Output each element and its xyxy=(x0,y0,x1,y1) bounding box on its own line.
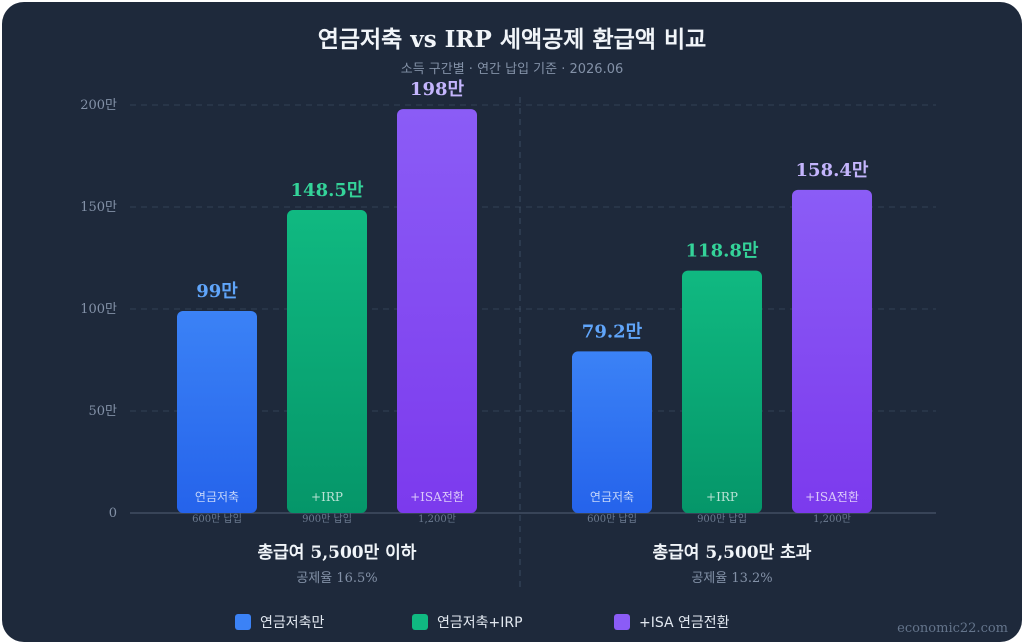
y-tick-label: 150만 xyxy=(80,200,117,215)
bar-value-label: 158.4만 xyxy=(796,160,869,181)
bar-irp xyxy=(682,270,762,513)
legend-item-isa: +ISA 연금전환 xyxy=(614,612,730,632)
legend-label-isa: +ISA 연금전환 xyxy=(639,615,730,631)
legend-swatch-irp xyxy=(412,614,428,630)
bar-name-label: 연금저축 xyxy=(195,490,239,504)
legend-item-savings: 연금저축만 xyxy=(235,612,324,632)
bar-value-label: 148.5만 xyxy=(291,180,364,201)
bar-value-label: 99만 xyxy=(196,281,238,302)
group-sublabel: 공제율 13.2% xyxy=(691,571,772,586)
watermark: economic22.com xyxy=(897,621,1008,636)
group-label: 총급여 5,500만 이하 xyxy=(258,543,417,563)
bar-value-label: 118.8만 xyxy=(686,241,759,262)
bar-value-label: 79.2만 xyxy=(582,321,643,342)
bar-name-label: +IRP xyxy=(311,490,343,504)
legend-swatch-isa xyxy=(614,614,630,630)
bar-savings xyxy=(572,351,652,513)
bar-savings xyxy=(177,311,257,513)
bar-note-label: 1,200만 xyxy=(813,513,851,525)
bar-isa xyxy=(792,189,872,513)
y-tick-label: 100만 xyxy=(80,302,117,317)
y-tick-label: 0 xyxy=(109,506,117,521)
bar-note-label: 900만 납입 xyxy=(697,512,747,525)
y-tick-label: 200만 xyxy=(80,98,117,113)
bar-name-label: +ISA전환 xyxy=(805,490,859,504)
y-tick-label: 50만 xyxy=(88,404,117,419)
chart-title: 연금저축 vs IRP 세액공제 환급액 비교 xyxy=(317,26,707,53)
legend-item-irp: 연금저축+IRP xyxy=(412,612,523,632)
group-sublabel: 공제율 16.5% xyxy=(296,571,377,586)
bar-name-label: 연금저축 xyxy=(590,490,634,504)
legend-label-savings: 연금저축만 xyxy=(260,615,325,631)
bar-note-label: 600만 납입 xyxy=(192,512,242,525)
legend-swatch-savings xyxy=(235,614,251,630)
bar-note-label: 1,200만 xyxy=(418,513,456,525)
bar-note-label: 600만 납입 xyxy=(587,512,637,525)
legend-label-irp: 연금저축+IRP xyxy=(437,615,523,631)
bar-value-label: 198만 xyxy=(410,79,465,100)
bar-isa xyxy=(397,109,477,513)
bar-note-label: 900만 납입 xyxy=(302,512,352,525)
bar-name-label: +ISA전환 xyxy=(410,490,464,504)
bar-irp xyxy=(287,210,367,513)
group-label: 총급여 5,500만 초과 xyxy=(653,543,812,563)
chart-subtitle: 소득 구간별 · 연간 납입 기준 · 2026.06 xyxy=(400,62,624,77)
bar-name-label: +IRP xyxy=(706,490,738,504)
